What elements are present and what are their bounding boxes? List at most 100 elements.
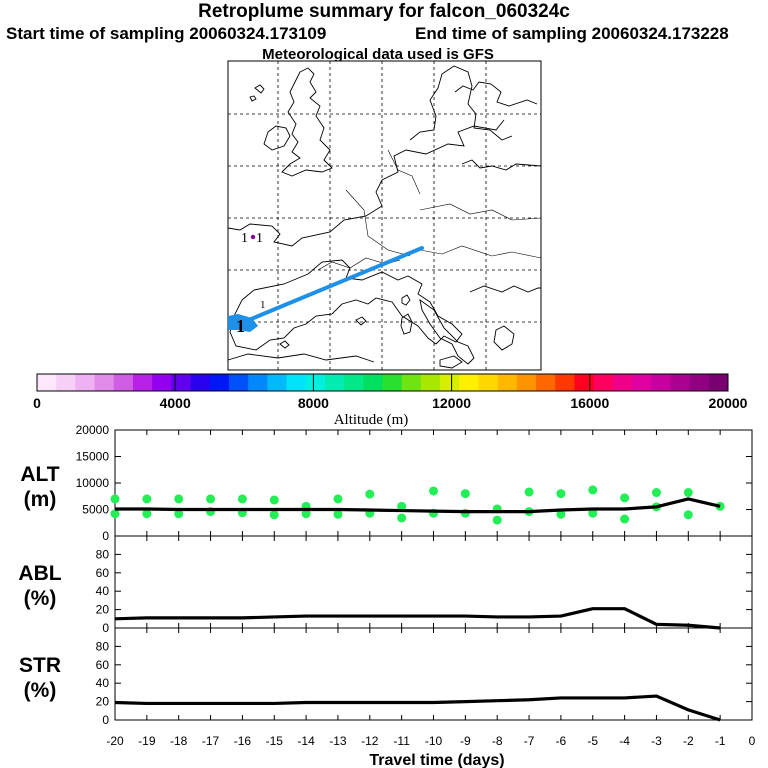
colorbar-swatch bbox=[478, 374, 499, 391]
plume-track bbox=[242, 246, 424, 324]
panel-ylabel: (%) bbox=[24, 679, 57, 702]
colorbar-swatch bbox=[612, 374, 633, 391]
scatter-point bbox=[142, 509, 152, 519]
colorbar-swatch bbox=[113, 374, 134, 391]
scatter-point bbox=[110, 509, 120, 519]
colorbar-swatch bbox=[363, 374, 383, 391]
map-marker-4: 1 bbox=[260, 299, 266, 311]
series-line bbox=[114, 694, 721, 722]
y-tick-label: 15000 bbox=[76, 450, 110, 464]
colorbar-swatch bbox=[75, 374, 96, 391]
colorbar-swatch bbox=[209, 374, 230, 391]
map-marker-1: 1 bbox=[241, 231, 248, 246]
colorbar-swatch bbox=[593, 374, 614, 391]
panel-ylabel: (%) bbox=[24, 587, 57, 610]
map-marker-3: 1 bbox=[236, 316, 245, 336]
colorbar-swatch bbox=[56, 374, 76, 391]
scatter-point bbox=[524, 487, 534, 497]
colorbar-tick-label: 4000 bbox=[160, 395, 191, 411]
colorbar-swatch bbox=[171, 374, 192, 391]
map-marker-2: 1 bbox=[256, 231, 263, 246]
colorbar-swatch bbox=[286, 374, 307, 391]
panel-alt: 0 5000 10000 15000 20000 ALT(m) bbox=[20, 423, 753, 543]
colorbar-swatch bbox=[344, 374, 364, 391]
coastlines bbox=[227, 65, 542, 369]
x-tick-label: -7 bbox=[524, 734, 535, 748]
y-tick-label: 60 bbox=[96, 566, 110, 580]
x-tick-label: -1 bbox=[715, 734, 726, 748]
scatter-point bbox=[429, 486, 438, 496]
map-gridlines bbox=[228, 61, 541, 370]
y-tick-label: 10000 bbox=[76, 476, 110, 490]
scatter-point bbox=[556, 509, 566, 519]
colorbar-swatch bbox=[248, 374, 268, 391]
scatter-point bbox=[460, 489, 470, 499]
y-tick-label: 5000 bbox=[82, 503, 109, 517]
y-tick-label: 80 bbox=[96, 639, 110, 653]
y-tick-label: 20000 bbox=[76, 423, 110, 437]
scatter-point bbox=[683, 488, 693, 498]
timeseries-panels: 05000100001500020000ALT(m)020406080ABL(%… bbox=[18, 423, 755, 768]
start-time-label: Start time of sampling 20060324.173109 bbox=[6, 24, 327, 43]
end-time-label: End time of sampling 20060324.173228 bbox=[415, 24, 729, 43]
y-tick-label: 20 bbox=[96, 603, 110, 617]
scatter-point bbox=[365, 489, 375, 499]
panel-ylabel: ABL bbox=[18, 562, 61, 585]
x-tick-label: -5 bbox=[587, 734, 598, 748]
y-tick-label: 0 bbox=[102, 713, 109, 727]
colorbar-frame bbox=[36, 373, 729, 392]
x-tick-label: -8 bbox=[492, 734, 503, 748]
x-tick-label: 0 bbox=[749, 734, 756, 748]
colorbar-swatch bbox=[324, 374, 345, 391]
y-tick-label: 40 bbox=[96, 584, 110, 598]
scatter-point bbox=[620, 514, 630, 524]
scatter-point bbox=[333, 494, 343, 504]
y-tick-label: 60 bbox=[96, 658, 110, 672]
colorbar-swatch bbox=[382, 374, 403, 391]
scatter-point bbox=[620, 493, 630, 503]
colorbar-swatch bbox=[94, 374, 115, 391]
colorbar-swatch bbox=[190, 374, 211, 391]
colorbar-swatch bbox=[708, 374, 729, 391]
map-frame bbox=[227, 60, 542, 371]
altitude-colorbar: 0 4000 8000 12000 16000 20000 Altitude (m) bbox=[33, 373, 748, 428]
colorbar-swatch bbox=[574, 374, 595, 391]
colorbar-swatch bbox=[670, 374, 691, 391]
scatter-point bbox=[174, 494, 184, 504]
x-tick-label: -11 bbox=[393, 734, 410, 748]
colorbar-swatch bbox=[459, 374, 479, 391]
scatter-point bbox=[492, 515, 502, 525]
x-tick-label: -18 bbox=[170, 734, 188, 748]
y-tick-label: 0 bbox=[102, 621, 109, 635]
source-region bbox=[228, 314, 258, 332]
scatter-point bbox=[206, 494, 216, 504]
x-tick-label: -20 bbox=[106, 734, 124, 748]
colorbar-swatch bbox=[516, 374, 537, 391]
y-tick-label: 80 bbox=[96, 547, 110, 561]
panel-ylabel: (m) bbox=[24, 488, 57, 511]
colorbar-tick-label: 12000 bbox=[432, 395, 471, 411]
scatter-point bbox=[269, 495, 279, 505]
colorbar-swatch bbox=[132, 374, 153, 391]
x-axis-label: Travel time (days) bbox=[369, 752, 504, 768]
x-tick-label: -3 bbox=[651, 734, 662, 748]
colorbar-swatch bbox=[305, 374, 326, 391]
series-line bbox=[115, 497, 721, 514]
x-tick-label: -16 bbox=[234, 734, 252, 748]
x-tick-label: -17 bbox=[202, 734, 220, 748]
x-tick-label: -10 bbox=[425, 734, 443, 748]
series-line bbox=[114, 607, 721, 630]
colorbar-tick-label: 20000 bbox=[709, 395, 748, 411]
x-tick-label: -19 bbox=[138, 734, 156, 748]
scatter-point bbox=[110, 494, 120, 504]
colorbar-swatch bbox=[420, 374, 441, 391]
receptor-point bbox=[250, 234, 256, 240]
colorbar-swatch bbox=[497, 374, 518, 391]
x-tick-label: -13 bbox=[329, 734, 347, 748]
scatter-point bbox=[237, 494, 247, 504]
colorbar-swatch bbox=[689, 374, 710, 391]
colorbar-swatch bbox=[536, 374, 556, 391]
x-tick-label: -6 bbox=[556, 734, 567, 748]
